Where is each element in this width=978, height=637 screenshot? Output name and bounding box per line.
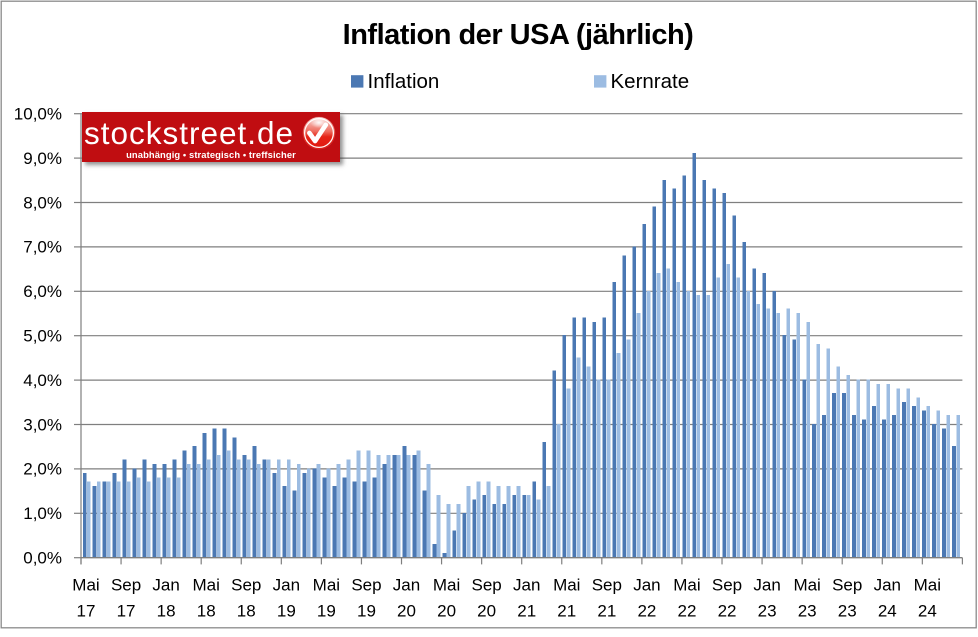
svg-text:20: 20: [477, 602, 496, 621]
svg-text:4,0%: 4,0%: [23, 371, 62, 390]
svg-text:20: 20: [397, 602, 416, 621]
svg-text:2,0%: 2,0%: [23, 460, 62, 479]
svg-text:Sep: Sep: [592, 576, 622, 595]
svg-text:Jan: Jan: [273, 576, 300, 595]
svg-text:Sep: Sep: [231, 576, 261, 595]
svg-text:Mai: Mai: [914, 576, 941, 595]
svg-text:23: 23: [798, 602, 817, 621]
svg-text:19: 19: [357, 602, 376, 621]
svg-text:20: 20: [437, 602, 456, 621]
svg-text:21: 21: [517, 602, 536, 621]
svg-text:19: 19: [317, 602, 336, 621]
svg-text:Sep: Sep: [351, 576, 381, 595]
svg-text:Mai: Mai: [192, 576, 219, 595]
svg-text:5,0%: 5,0%: [23, 327, 62, 346]
svg-text:Mai: Mai: [433, 576, 460, 595]
svg-text:19: 19: [277, 602, 296, 621]
svg-text:10,0%: 10,0%: [14, 105, 62, 124]
svg-text:Mai: Mai: [553, 576, 580, 595]
svg-text:Inflation: Inflation: [368, 70, 440, 93]
svg-text:6,0%: 6,0%: [23, 282, 62, 301]
svg-text:1,0%: 1,0%: [23, 504, 62, 523]
svg-text:18: 18: [237, 602, 256, 621]
svg-text:Kernrate: Kernrate: [611, 70, 690, 93]
svg-text:Jan: Jan: [753, 576, 780, 595]
svg-text:21: 21: [597, 602, 616, 621]
svg-text:18: 18: [157, 602, 176, 621]
svg-text:Jan: Jan: [633, 576, 660, 595]
svg-text:22: 22: [677, 602, 696, 621]
svg-text:21: 21: [557, 602, 576, 621]
svg-text:Sep: Sep: [712, 576, 742, 595]
svg-text:22: 22: [718, 602, 737, 621]
svg-text:3,0%: 3,0%: [23, 415, 62, 434]
svg-text:22: 22: [637, 602, 656, 621]
svg-text:Jan: Jan: [393, 576, 420, 595]
svg-text:0,0%: 0,0%: [23, 549, 62, 568]
svg-text:Mai: Mai: [793, 576, 820, 595]
svg-text:Jan: Jan: [874, 576, 901, 595]
svg-text:Jan: Jan: [513, 576, 540, 595]
svg-text:Mai: Mai: [313, 576, 340, 595]
svg-text:Inflation der USA (jährlich): Inflation der USA (jährlich): [343, 19, 694, 51]
svg-text:Sep: Sep: [832, 576, 862, 595]
svg-text:24: 24: [878, 602, 897, 621]
svg-text:7,0%: 7,0%: [23, 238, 62, 257]
svg-text:Mai: Mai: [673, 576, 700, 595]
svg-text:8,0%: 8,0%: [23, 193, 62, 212]
svg-text:23: 23: [838, 602, 857, 621]
svg-text:9,0%: 9,0%: [23, 149, 62, 168]
svg-text:18: 18: [197, 602, 216, 621]
svg-text:Mai: Mai: [72, 576, 99, 595]
svg-text:17: 17: [77, 602, 96, 621]
svg-text:24: 24: [918, 602, 937, 621]
svg-text:Sep: Sep: [472, 576, 502, 595]
svg-text:Sep: Sep: [111, 576, 141, 595]
svg-text:Jan: Jan: [152, 576, 179, 595]
svg-text:23: 23: [758, 602, 777, 621]
svg-text:17: 17: [117, 602, 136, 621]
